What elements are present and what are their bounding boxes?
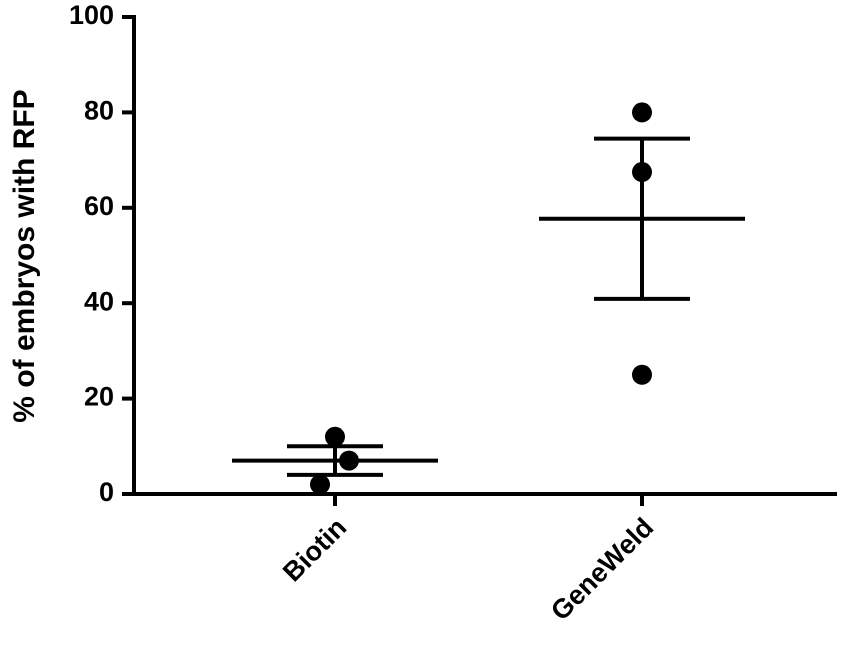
- data-point: [325, 426, 345, 447]
- y-tick-label: 40: [84, 286, 114, 316]
- x-tick-label: Biotin: [277, 512, 352, 587]
- data-point: [632, 364, 652, 385]
- x-tick-label: GeneWeld: [545, 512, 659, 626]
- y-tick-label: 0: [99, 477, 114, 507]
- data-point: [310, 474, 330, 495]
- y-tick-label: 60: [84, 191, 114, 221]
- data-point: [339, 450, 359, 471]
- data-point: [632, 102, 652, 123]
- y-tick-label: 20: [84, 382, 114, 412]
- data-point: [632, 162, 652, 183]
- y-tick-label: 100: [69, 0, 114, 30]
- y-tick-label: 80: [84, 96, 114, 126]
- y-axis-label: % of embryos with RFP: [8, 89, 41, 422]
